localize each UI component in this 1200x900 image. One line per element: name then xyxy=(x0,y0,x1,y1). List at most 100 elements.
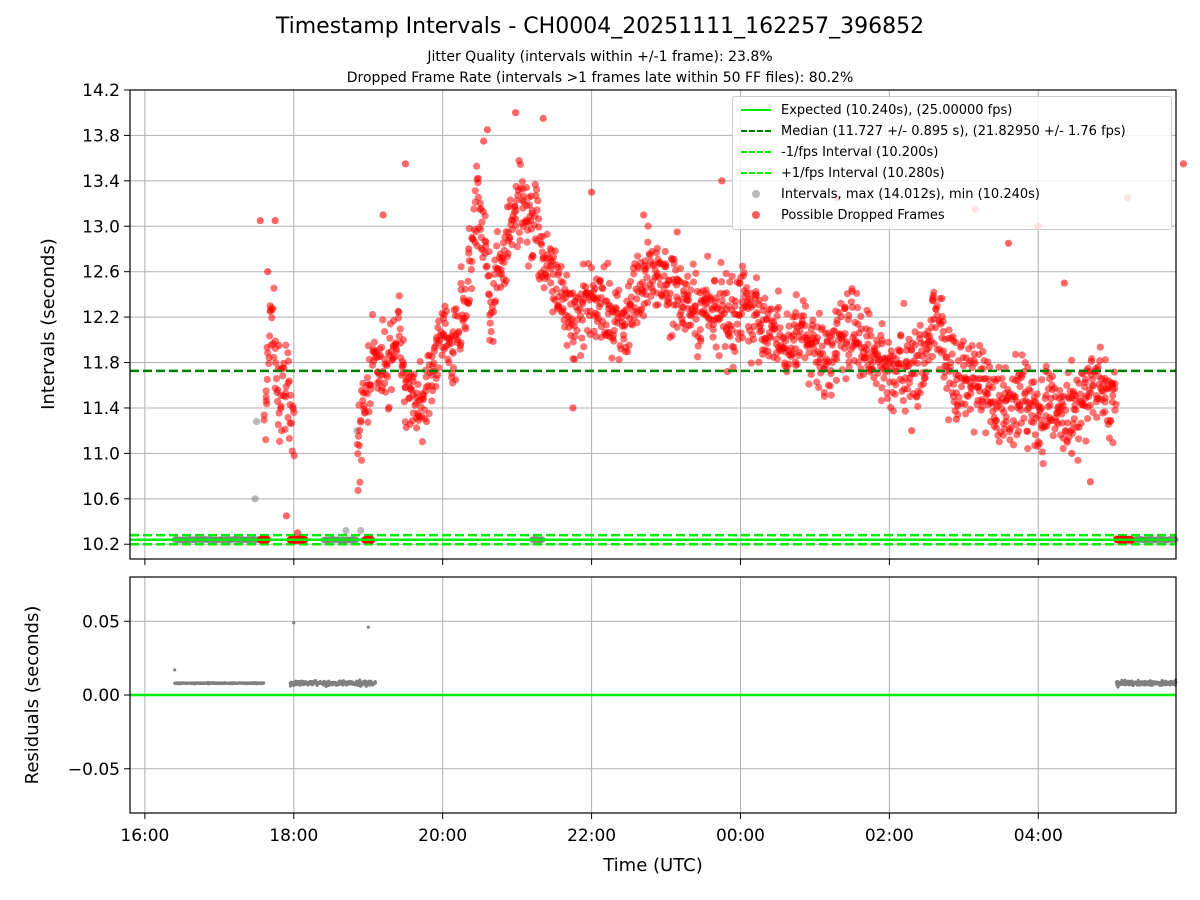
dropped-frame-point xyxy=(853,289,861,297)
dropped-frame-point xyxy=(892,381,900,389)
dropped-frame-point xyxy=(859,370,868,378)
dropped-frame-point xyxy=(587,188,596,196)
dropped-frame-point xyxy=(853,304,862,312)
dropped-frame-point xyxy=(275,341,283,350)
dropped-frame-point xyxy=(529,252,537,260)
dropped-frame-point xyxy=(1033,390,1041,398)
dropped-frame-point xyxy=(999,381,1008,389)
dropped-frame-point xyxy=(841,329,849,338)
dropped-frame-point xyxy=(474,174,482,182)
dropped-frame-point xyxy=(289,402,297,411)
dropped-frame-point xyxy=(449,349,457,357)
dropped-frame-point xyxy=(967,389,975,397)
dropped-frame-point xyxy=(363,374,371,382)
dropped-frame-point xyxy=(848,303,857,311)
dropped-frame-point xyxy=(1001,364,1010,372)
dropped-frame-point xyxy=(1111,380,1119,388)
dropped-frame-point xyxy=(506,196,514,204)
dropped-frame-point xyxy=(432,382,440,391)
x-tick-label: 04:00 xyxy=(1014,826,1063,846)
dropped-frame-point xyxy=(766,332,774,340)
dropped-frame-point xyxy=(285,434,293,443)
dropped-frame-point xyxy=(474,193,482,201)
dropped-frame-point xyxy=(638,278,647,287)
dropped-frame-point xyxy=(547,279,555,287)
dropped-frame-point xyxy=(383,373,392,381)
dropped-frame-point xyxy=(287,391,295,399)
dropped-frame-point xyxy=(457,339,465,347)
dropped-frame-point xyxy=(842,375,850,383)
dropped-frame-point xyxy=(827,366,835,375)
legend-label-intervals: Intervals, max (14.012s), min (10.240s) xyxy=(781,186,1040,202)
dropped-frame-point xyxy=(1009,441,1018,449)
dropped-frame-point xyxy=(640,211,648,219)
dropped-frame-point xyxy=(880,374,888,382)
dropped-frame-point xyxy=(985,363,994,371)
dropped-frame-point xyxy=(412,424,421,432)
dropped-frame-point xyxy=(270,353,278,362)
dropped-frame-point xyxy=(673,323,681,331)
dropped-frame-point xyxy=(752,274,761,282)
dropped-frame-point xyxy=(785,360,793,368)
dropped-frame-point xyxy=(1037,404,1046,412)
dropped-frame-point xyxy=(945,416,953,424)
dropped-frame-point xyxy=(489,308,498,316)
dropped-frame-point xyxy=(947,359,955,367)
dropped-frame-point xyxy=(801,302,810,310)
dropped-frame-point xyxy=(591,284,599,292)
dropped-frame-point xyxy=(1093,413,1101,421)
dropped-frame-point xyxy=(423,417,431,426)
dropped-frame-point xyxy=(262,393,270,401)
dropped-frame-point xyxy=(1101,356,1109,364)
dropped-frame-point xyxy=(1096,357,1104,365)
dropped-frame-point xyxy=(978,395,986,404)
dropped-frame-point xyxy=(988,383,996,392)
dropped-frame-point xyxy=(985,375,993,383)
dropped-frame-point xyxy=(268,314,276,322)
dropped-frame-point xyxy=(872,380,880,388)
legend-item-expected: Expected (10.240s), (25.00000 fps) xyxy=(741,100,1012,120)
dropped-frame-point xyxy=(537,240,546,249)
dropped-frame-point xyxy=(368,310,377,319)
dropped-frame-point xyxy=(884,338,893,346)
dropped-frame-point xyxy=(557,262,565,271)
dropped-frame-point xyxy=(722,269,730,278)
dropped-frame-point xyxy=(747,359,755,367)
dropped-frame-point xyxy=(715,352,723,360)
legend-line-expected xyxy=(741,100,771,120)
dropped-frame-point xyxy=(452,305,460,313)
dropped-frame-point xyxy=(573,327,581,335)
dropped-frame-point xyxy=(534,197,542,205)
dropped-frame-point xyxy=(523,238,531,246)
dropped-frame-point xyxy=(491,297,500,305)
dropped-frame-point xyxy=(287,419,296,427)
dropped-frame-point xyxy=(998,374,1006,383)
dropped-frame-point xyxy=(1076,390,1084,398)
dropped-frame-point xyxy=(274,420,282,429)
dropped-frame-point xyxy=(815,309,824,317)
dropped-frame-point xyxy=(513,242,521,251)
dropped-frame-point xyxy=(782,337,790,345)
dropped-frame-point xyxy=(604,259,612,267)
dropped-frame-point xyxy=(673,228,681,236)
dropped-frame-point xyxy=(468,257,476,266)
dropped-frame-point xyxy=(793,360,801,368)
dropped-frame-point xyxy=(900,299,908,307)
dropped-frame-point xyxy=(661,247,669,256)
dropped-frame-point xyxy=(563,271,571,279)
dropped-frame-point xyxy=(1007,404,1015,412)
dropped-frame-point xyxy=(750,322,758,331)
dropped-frame-point xyxy=(462,325,470,333)
dropped-frame-point xyxy=(602,321,610,329)
dropped-frame-point xyxy=(864,340,872,348)
dropped-frame-point xyxy=(272,359,280,367)
legend-label-minus: -1/fps Interval (10.200s) xyxy=(781,144,939,160)
dropped-frame-point xyxy=(284,349,292,357)
dropped-frame-point xyxy=(807,370,815,379)
dropped-frame-point xyxy=(865,310,873,318)
dropped-frame-point xyxy=(925,344,933,352)
dropped-frame-point xyxy=(1036,439,1044,448)
dropped-frame-point xyxy=(653,244,661,252)
legend-label-median: Median (11.727 +/- 0.895 s), (21.82950 +… xyxy=(781,123,1126,139)
interval-point xyxy=(251,495,259,503)
